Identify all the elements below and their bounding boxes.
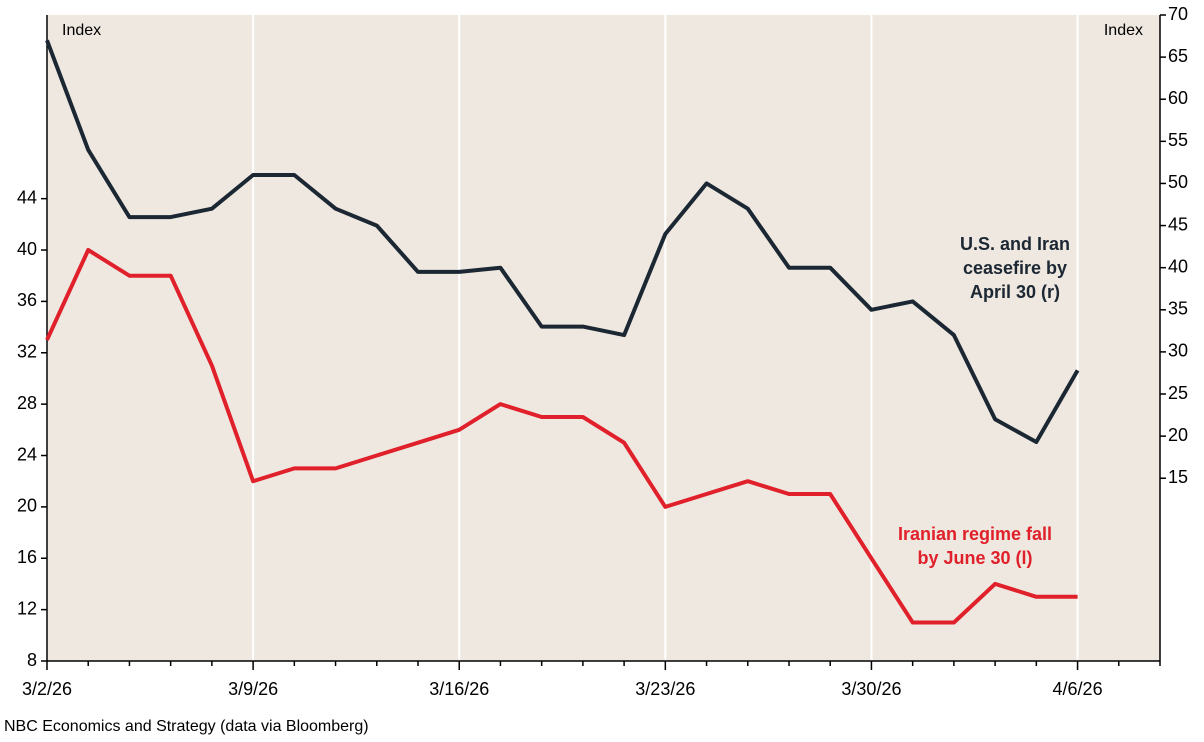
y-tick-label: 28 [17,393,37,413]
y2-tick-label: 25 [1168,383,1188,403]
y-tick-label: 40 [17,239,37,259]
y2-tick-label: 45 [1168,214,1188,234]
x-tick-label: 3/23/26 [635,679,695,699]
y2-tick-label: 65 [1168,46,1188,66]
x-tick-label: 3/9/26 [228,679,278,699]
y2-tick-label: 35 [1168,299,1188,319]
y2-tick-label: 55 [1168,130,1188,150]
series-annotation: April 30 (r) [970,282,1060,302]
series-annotation: by June 30 (l) [917,548,1032,568]
y2-tick-label: 50 [1168,172,1188,192]
series-annotation: U.S. and Iran [960,234,1070,254]
y-tick-label: 16 [17,547,37,567]
y-tick-label: 12 [17,598,37,618]
y-tick-label: 32 [17,342,37,362]
y2-axis-label: Index [1104,22,1143,39]
x-tick-label: 3/16/26 [429,679,489,699]
y2-tick-label: 30 [1168,341,1188,361]
y-tick-label: 20 [17,496,37,516]
line-series [45,248,1078,625]
plot-background [47,15,1160,661]
series-annotation: Iranian regime fall [898,524,1052,544]
y-tick-label: 24 [17,444,37,464]
y2-tick-label: 60 [1168,88,1188,108]
y-tick-label: 8 [27,650,37,670]
x-tick-label: 3/30/26 [841,679,901,699]
y-axis-label: Index [62,22,101,39]
y2-tick-label: 15 [1168,467,1188,487]
line-series [45,39,1080,444]
series-annotation: ceasefire by [963,258,1067,278]
y2-tick-label: 70 [1168,4,1188,24]
x-tick-label: 3/2/26 [22,679,72,699]
y2-tick-label: 20 [1168,425,1188,445]
x-tick-label: 4/6/26 [1053,679,1103,699]
y-tick-label: 36 [17,290,37,310]
y-tick-label: 44 [17,187,37,207]
y2-tick-label: 40 [1168,256,1188,276]
source: NBC Economics and Strategy (data via Blo… [4,718,369,735]
